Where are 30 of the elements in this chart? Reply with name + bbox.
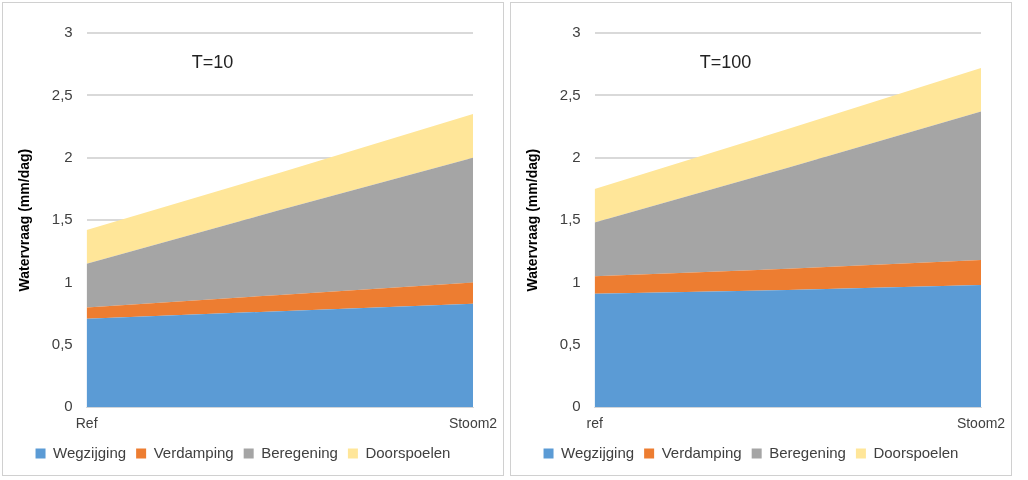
- y-tick-label: 0,5: [559, 334, 581, 352]
- legend-label: Doorspoelen: [365, 443, 451, 461]
- y-tick-label: 1: [64, 272, 73, 290]
- legend-label: Wegzijging: [53, 443, 127, 461]
- y-tick-label: 1,5: [559, 210, 581, 228]
- y-tick-label: 1: [572, 272, 581, 290]
- y-tick-label: 0: [572, 397, 581, 415]
- legend-label: Wegzijging: [561, 443, 635, 461]
- legend-label: Doorspoelen: [873, 443, 959, 461]
- y-axis-title: Watervraag (mm/dag): [16, 148, 33, 292]
- legend-label: Beregening: [769, 443, 846, 461]
- y-tick-label: 0,5: [51, 334, 73, 352]
- y-tick-label: 3: [572, 23, 581, 41]
- x-tick-label: Stoom2: [956, 415, 1006, 432]
- y-tick-label: 2,5: [559, 85, 581, 103]
- y-tick-label: 3: [64, 23, 73, 41]
- annotation: T=100: [699, 51, 752, 72]
- annotation: T=10: [191, 51, 234, 72]
- x-tick-label: Ref: [75, 415, 98, 432]
- legend-label: Verdamping: [661, 443, 742, 461]
- x-tick-label: ref: [586, 415, 603, 432]
- y-tick-label: 2,5: [51, 85, 73, 103]
- y-axis-title: Watervraag (mm/dag): [524, 148, 541, 292]
- y-tick-label: 2: [64, 147, 73, 165]
- x-tick-label: Stoom2: [448, 415, 498, 432]
- y-tick-label: 2: [572, 147, 581, 165]
- y-tick-label: 0: [64, 397, 73, 415]
- y-tick-label: 1,5: [51, 210, 73, 228]
- legend-label: Beregening: [261, 443, 338, 461]
- legend-label: Verdamping: [153, 443, 234, 461]
